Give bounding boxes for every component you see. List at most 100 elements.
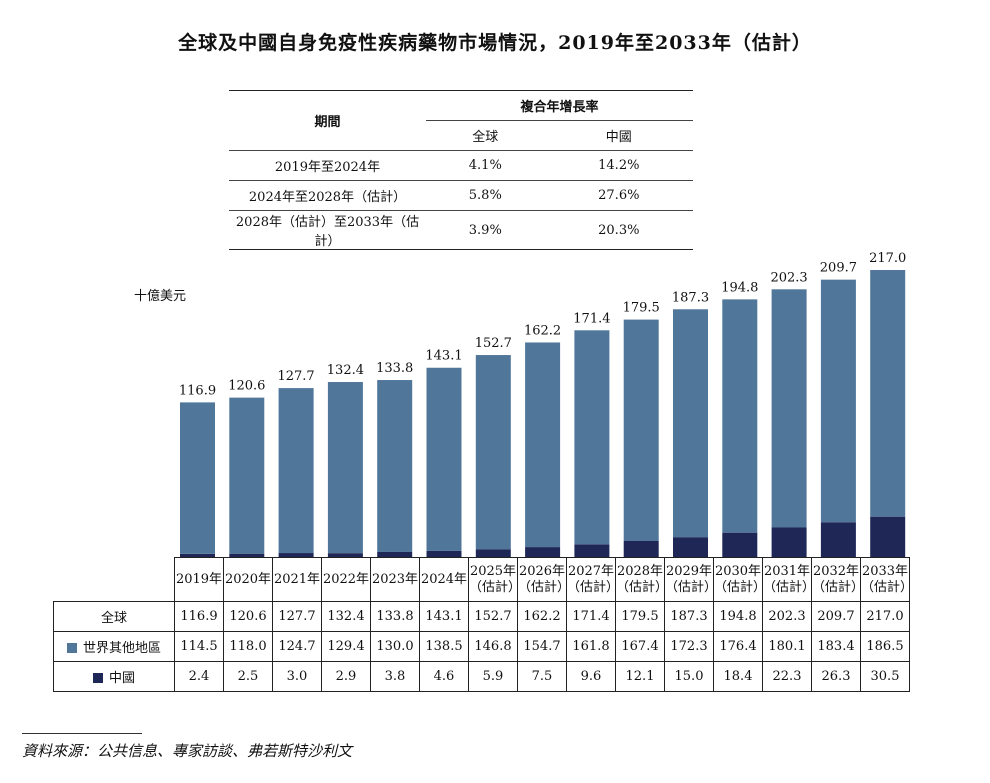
rest-of-world-value: 167.4: [615, 631, 665, 662]
bar-rest-of-world: [525, 342, 561, 548]
year-label: 2026年 （估計）: [517, 557, 570, 602]
cagr-header-group: 複合年增長率: [426, 90, 693, 121]
cagr-global: 5.8%: [426, 180, 545, 211]
cagr-china: 14.2%: [544, 150, 693, 181]
china-value: 26.3: [811, 661, 861, 692]
bar-rest-of-world: [475, 355, 511, 550]
year-label: 2029年 （估計）: [664, 557, 717, 602]
year-label: 2031年 （估計）: [762, 557, 815, 602]
bar-total-label: 116.9: [179, 383, 216, 398]
year-label: 2025年 （估計）: [468, 557, 521, 602]
total-value: 217.0: [860, 601, 910, 632]
bar-rest-of-world: [820, 279, 856, 523]
bar-rest-of-world: [870, 270, 906, 517]
row-label-global: 全球: [53, 601, 175, 632]
china-value: 9.6: [566, 661, 616, 692]
total-value: 143.1: [419, 601, 469, 632]
bar-total-label: 152.7: [475, 336, 512, 351]
china-value: 7.5: [517, 661, 567, 692]
bar-china: [722, 532, 758, 557]
bar-total-label: 120.6: [228, 379, 265, 394]
total-value: 120.6: [223, 601, 273, 632]
china-value: 3.0: [272, 661, 322, 692]
china-value: 12.1: [615, 661, 665, 692]
bar-total-label: 162.2: [524, 323, 561, 338]
bar-china: [426, 550, 462, 557]
legend-swatch-china: [92, 673, 103, 683]
bar-china: [870, 516, 906, 557]
bar-rest-of-world: [426, 367, 462, 551]
rest-of-world-value: 118.0: [223, 631, 273, 662]
cagr-row: 2028年（估計）至2033年（估計） 3.9% 20.3%: [229, 210, 693, 250]
bar-rest-of-world: [327, 382, 363, 554]
total-value: 116.9: [174, 601, 224, 632]
china-value: 2.4: [174, 661, 224, 692]
bar-china: [771, 527, 807, 557]
bar-total-label: 132.4: [327, 363, 364, 378]
rest-of-world-value: 124.7: [272, 631, 322, 662]
bar-china: [180, 553, 215, 557]
bar-total-label: 133.8: [376, 361, 413, 376]
cagr-global: 4.1%: [426, 150, 545, 181]
china-value: 18.4: [713, 661, 763, 692]
china-value: 2.5: [223, 661, 273, 692]
bar-rest-of-world: [771, 289, 807, 528]
total-value: 187.3: [664, 601, 714, 632]
cagr-global: 3.9%: [426, 210, 545, 250]
rest-of-world-value: 176.4: [713, 631, 763, 662]
bar-rest-of-world: [229, 397, 265, 554]
year-label: 2024年: [419, 557, 469, 602]
rest-of-world-value: 129.4: [321, 631, 371, 662]
bar-total-label: 127.7: [277, 369, 314, 384]
legend-swatch-rest-of-world: [66, 643, 77, 653]
rest-of-world-value: 154.7: [517, 631, 567, 662]
cagr-header-global: 全球: [426, 120, 545, 151]
bar-rest-of-world: [623, 319, 659, 541]
china-value: 15.0: [664, 661, 714, 692]
year-label: 2027年 （估計）: [566, 557, 619, 602]
cagr-table: 期間 複合年增長率 全球 中國 2019年至2024年 4.1% 14.2% 2…: [229, 90, 693, 250]
total-value: 209.7: [811, 601, 861, 632]
year-label: 2023年: [370, 557, 420, 602]
data-table: 2019年 2020年 2021年 2022年 2023年 2024年 2025年 （估計）…: [53, 557, 913, 692]
source-note: 資料來源：公共信息、專家訪談、弗若斯特沙利文: [22, 742, 353, 760]
year-label: 2033年 （估計）: [860, 557, 913, 602]
bar-china: [525, 547, 561, 557]
rest-of-world-value: 138.5: [419, 631, 469, 662]
cagr-header-china: 中國: [544, 120, 693, 151]
cagr-period: 2024年至2028年（估計）: [229, 180, 426, 211]
year-label: 2020年: [223, 557, 273, 602]
bar-china: [278, 553, 314, 557]
bar-china: [623, 540, 659, 557]
bar-china: [574, 544, 610, 557]
cagr-china: 27.6%: [544, 180, 693, 211]
bar-rest-of-world: [722, 299, 758, 533]
china-value: 5.9: [468, 661, 518, 692]
year-label: 2022年: [321, 557, 371, 602]
china-value: 3.8: [370, 661, 420, 692]
cagr-row: 2024年至2028年（估計） 5.8% 27.6%: [229, 180, 693, 211]
rest-of-world-value: 161.8: [566, 631, 616, 662]
bar-total-label: 217.0: [869, 251, 906, 266]
cagr-row: 2019年至2024年 4.1% 14.2%: [229, 150, 693, 181]
row-label-rest-of-world: 世界其他地區: [53, 631, 175, 662]
total-value: 162.2: [517, 601, 567, 632]
rest-of-world-value: 130.0: [370, 631, 420, 662]
total-value: 171.4: [566, 601, 616, 632]
year-label: 2032年 （估計）: [811, 557, 864, 602]
bar-total-label: 179.5: [623, 301, 660, 316]
bar-rest-of-world: [673, 309, 708, 538]
bar-china: [327, 553, 363, 557]
rest-of-world-value: 186.5: [860, 631, 910, 662]
total-value: 132.4: [321, 601, 371, 632]
year-label: 2021年: [272, 557, 322, 602]
total-value: 202.3: [762, 601, 812, 632]
y-unit-label: 十億美元: [134, 289, 187, 304]
bar-china: [475, 549, 511, 557]
china-value: 4.6: [419, 661, 469, 692]
rest-of-world-value: 180.1: [762, 631, 812, 662]
total-value: 127.7: [272, 601, 322, 632]
rest-of-world-value: 146.8: [468, 631, 518, 662]
bar-china: [229, 553, 265, 557]
